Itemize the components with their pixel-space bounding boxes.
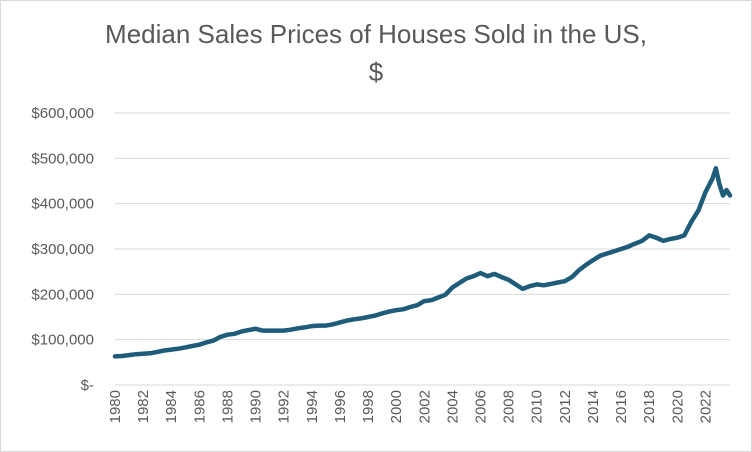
x-tick-label: 1990 <box>248 390 265 423</box>
x-tick-label: 2006 <box>472 390 489 423</box>
x-tick-label: 1986 <box>191 390 208 423</box>
y-axis: $- $100,000 $200,000 $300,000 $400,000 $500,0… <box>31 105 94 394</box>
x-tick-label: 1982 <box>135 390 152 423</box>
x-tick-label: 1992 <box>276 390 293 423</box>
x-tick-label: 1988 <box>219 390 236 423</box>
x-tick-label: 2012 <box>557 390 574 423</box>
y-tick-label: $200,000 <box>31 286 94 303</box>
chart-title: Median Sales Prices of Houses Sold in th… <box>105 19 647 49</box>
y-tick-label: $- <box>81 377 94 394</box>
x-tick-label: 2020 <box>669 390 686 423</box>
y-tick-label: $100,000 <box>31 332 94 349</box>
x-tick-label: 1998 <box>360 390 377 423</box>
y-tick-label: $500,000 <box>31 150 94 167</box>
chart-title-unit: $ <box>368 57 384 87</box>
series-line-0 <box>112 166 733 359</box>
x-tick-label: 2018 <box>641 390 658 423</box>
x-tick-label: 2016 <box>613 390 630 423</box>
x-tick-label: 2010 <box>529 390 546 423</box>
x-tick-label: 2000 <box>388 390 405 423</box>
x-tick-label: 1980 <box>107 390 124 423</box>
gridlines <box>115 112 730 341</box>
x-tick-label: 2002 <box>416 390 433 423</box>
series-group <box>112 166 733 359</box>
x-tick-label: 2022 <box>697 390 714 423</box>
x-tick-label: 2008 <box>501 390 518 423</box>
x-tick-label: 2004 <box>444 390 461 423</box>
y-tick-label: $600,000 <box>31 105 94 122</box>
x-tick-label: 1984 <box>163 390 180 423</box>
x-axis: 1980 1982 1984 1986 1988 1990 1992 1994 1996 1998… <box>107 384 730 423</box>
y-tick-label: $400,000 <box>31 196 94 213</box>
x-tick-label: 1996 <box>332 390 349 423</box>
x-tick-label: 1994 <box>304 390 321 423</box>
x-tick-label: 2014 <box>585 390 602 423</box>
y-tick-label: $300,000 <box>31 241 94 258</box>
